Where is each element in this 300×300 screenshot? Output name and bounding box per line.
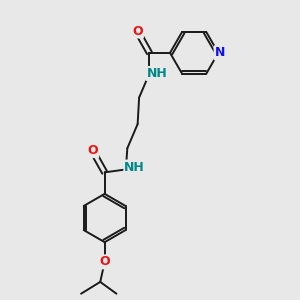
- Text: NH: NH: [146, 67, 167, 80]
- Text: O: O: [99, 255, 110, 268]
- Text: NH: NH: [124, 160, 145, 174]
- Text: O: O: [132, 25, 143, 38]
- Text: N: N: [214, 46, 225, 59]
- Text: O: O: [88, 144, 98, 157]
